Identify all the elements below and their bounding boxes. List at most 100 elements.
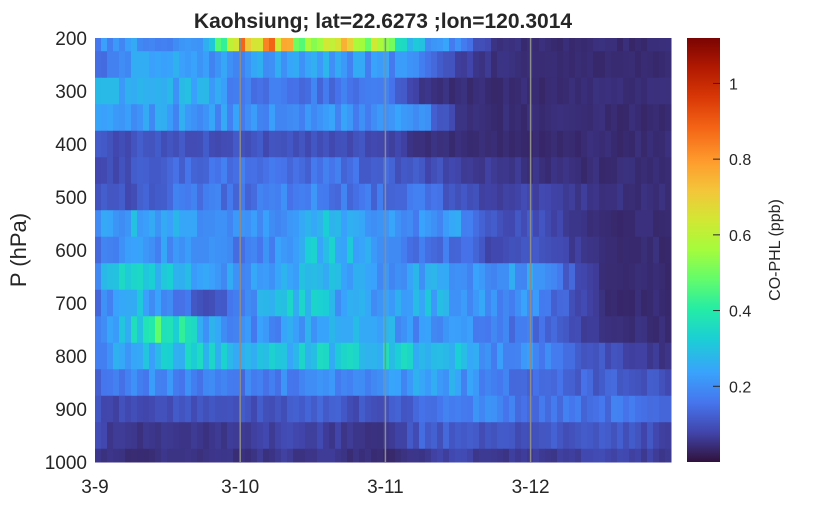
heatmap-cell <box>251 183 258 211</box>
heatmap-cell <box>125 183 132 211</box>
heatmap-cell <box>341 395 348 423</box>
heatmap-cell <box>443 289 450 317</box>
heatmap-cell <box>107 210 114 238</box>
heatmap-cell <box>461 77 468 105</box>
heatmap-cell <box>107 289 114 317</box>
heatmap-cell <box>257 448 264 463</box>
heatmap-cell <box>137 51 144 79</box>
heatmap-cell <box>305 395 312 423</box>
heatmap-cell <box>221 369 228 397</box>
heatmap-cell <box>629 130 636 158</box>
heatmap-cell <box>107 448 114 463</box>
heatmap-cell <box>275 422 282 450</box>
heatmap-cell <box>365 316 372 344</box>
heatmap-cell <box>635 263 642 291</box>
heatmap-cell <box>185 77 192 105</box>
heatmap-cell <box>173 183 180 211</box>
heatmap-cell <box>545 183 552 211</box>
heatmap-cell <box>497 38 504 52</box>
heatmap-cell <box>347 422 354 450</box>
heatmap-cell <box>401 422 408 450</box>
heatmap-cell <box>311 369 318 397</box>
colorbar-tick-label: 0.8 <box>729 152 751 169</box>
heatmap-cell <box>119 104 126 132</box>
heatmap-cell <box>401 210 408 238</box>
heatmap-cell <box>335 342 342 370</box>
heatmap-cell <box>251 316 258 344</box>
heatmap-cell <box>431 183 438 211</box>
heatmap-cell <box>593 157 600 185</box>
heatmap-cell <box>545 104 552 132</box>
heatmap-cell <box>257 289 264 317</box>
heatmap-cell <box>419 263 426 291</box>
heatmap-cell <box>203 130 210 158</box>
heatmap-cell <box>437 210 444 238</box>
heatmap-cell <box>485 369 492 397</box>
heatmap-cell <box>401 263 408 291</box>
heatmap-cell <box>479 263 486 291</box>
heatmap-cell <box>533 448 540 463</box>
heatmap-cell <box>467 104 474 132</box>
heatmap-cell <box>227 38 234 52</box>
heatmap-cell <box>317 448 324 463</box>
heatmap-cell <box>623 448 630 463</box>
heatmap-cell <box>407 51 414 79</box>
heatmap-cell <box>647 236 654 264</box>
heatmap-cell <box>311 289 318 317</box>
heatmap-cell <box>539 157 546 185</box>
heatmap-cell <box>419 104 426 132</box>
heatmap-cell <box>473 157 480 185</box>
heatmap-cell <box>185 448 192 463</box>
heatmap-cell <box>521 130 528 158</box>
heatmap-cell <box>107 422 114 450</box>
heatmap-cell <box>227 210 234 238</box>
heatmap-cell <box>173 422 180 450</box>
heatmap-cell <box>101 157 108 185</box>
heatmap-cell <box>245 369 252 397</box>
heatmap-cell <box>341 38 348 52</box>
heatmap-cell <box>401 38 408 52</box>
heatmap-cell <box>347 342 354 370</box>
heatmap-cell <box>269 263 276 291</box>
heatmap-cell <box>383 395 390 423</box>
heatmap-cell <box>371 395 378 423</box>
heatmap-cell <box>659 369 666 397</box>
heatmap-cell <box>449 51 456 79</box>
heatmap-cell <box>257 183 264 211</box>
heatmap-cell <box>461 183 468 211</box>
heatmap-cell <box>563 236 570 264</box>
heatmap-cell <box>605 210 612 238</box>
heatmap-cell <box>215 157 222 185</box>
heatmap-cell <box>383 130 390 158</box>
heatmap-cell <box>239 183 246 211</box>
heatmap-cell <box>251 51 258 79</box>
heatmap-cell <box>473 342 480 370</box>
heatmap-cell <box>593 395 600 423</box>
heatmap-cell <box>125 51 132 79</box>
heatmap-cell <box>653 263 660 291</box>
heatmap-cell <box>143 104 150 132</box>
heatmap-cell <box>479 395 486 423</box>
heatmap-cell <box>155 51 162 79</box>
heatmap-cell <box>497 104 504 132</box>
heatmap-cell <box>647 130 654 158</box>
heatmap-cell <box>431 395 438 423</box>
heatmap-cell <box>203 263 210 291</box>
heatmap-cell <box>107 263 114 291</box>
heatmap-cell <box>233 38 240 52</box>
heatmap-cell <box>401 130 408 158</box>
heatmap-cell <box>581 289 588 317</box>
heatmap-cell <box>317 77 324 105</box>
heatmap-cell <box>335 316 342 344</box>
heatmap-cell <box>365 263 372 291</box>
heatmap-cell <box>275 289 282 317</box>
heatmap-cell <box>305 369 312 397</box>
heatmap-cell <box>419 448 426 463</box>
heatmap-cell <box>629 157 636 185</box>
heatmap-cell <box>233 395 240 423</box>
heatmap-cell <box>431 130 438 158</box>
heatmap-cell <box>263 369 270 397</box>
heatmap-cell <box>197 369 204 397</box>
heatmap-cell <box>245 342 252 370</box>
heatmap-cell <box>215 395 222 423</box>
